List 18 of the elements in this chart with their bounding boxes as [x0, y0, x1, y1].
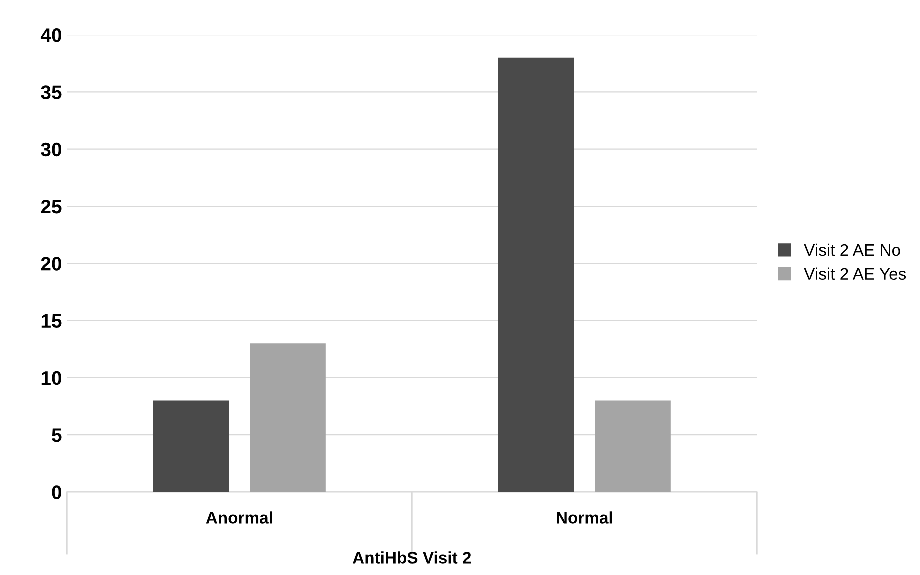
y-tick-label: 30	[41, 142, 62, 157]
x-tick-label: Anormal	[206, 512, 272, 524]
y-tick-label: 10	[42, 371, 62, 386]
y-tick-label: 0	[52, 486, 62, 500]
y-tick-label: 5	[52, 428, 62, 442]
bar	[595, 400, 671, 492]
y-tick-label: 15	[42, 314, 62, 328]
bar	[250, 344, 326, 492]
x-tick-label: Normal	[557, 512, 612, 524]
x-axis-title: AntiHbS Visit 2	[352, 552, 472, 564]
bar	[498, 58, 574, 492]
legend-label: Visit 2 AE Yes	[804, 268, 906, 280]
y-tick-label: 40	[40, 28, 62, 42]
legend-label: Visit 2 AE No	[804, 244, 900, 256]
y-tick-label: 35	[41, 86, 62, 100]
y-tick-label: 25	[41, 200, 62, 214]
y-tick-label: 20	[41, 257, 62, 271]
bar	[153, 400, 230, 492]
